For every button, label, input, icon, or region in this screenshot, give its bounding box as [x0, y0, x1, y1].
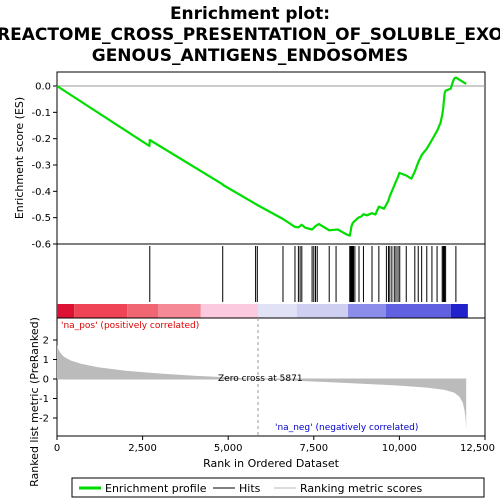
metric-y-ticks: 2 1 0 -1 -2 — [39, 336, 57, 425]
metric-y-tick-label: -2 — [39, 414, 49, 425]
x-tick-label: 12,500 — [460, 443, 495, 454]
metric-y-axis-label: Ranked list metric (PreRanked) — [28, 317, 41, 487]
enrichment-panel: 0.0 -0.1 -0.2 -0.3 -0.4 -0.5 -0.6 Enrichment s… — [13, 76, 485, 251]
x-tick-label: 2,500 — [128, 443, 157, 454]
es-y-tick-label: -0.4 — [31, 187, 51, 198]
metric-y-tick-label: 0 — [43, 375, 49, 386]
metric-x-ticks: 0 2,500 5,000 7,500 10,000 12,500 — [54, 436, 495, 454]
x-tick-label: 10,000 — [382, 443, 417, 454]
metric-y-tick-label: -1 — [39, 394, 49, 405]
es-y-tick-label: 0.0 — [35, 82, 51, 93]
legend-metric-label: Ranking metric scores — [300, 482, 422, 495]
x-tick-label: 7,500 — [299, 443, 328, 454]
ranked-metric-panel: 2 1 0 -1 -2 0 2,500 5,000 7,500 10,000 12,500 'na… — [28, 317, 495, 487]
title-line-1: Enrichment plot: — [170, 4, 330, 24]
metric-y-tick-label: 1 — [43, 355, 49, 366]
es-y-axis-label: Enrichment score (ES) — [13, 97, 26, 219]
chart-title: Enrichment plot: REACTOME_CROSS_PRESENTA… — [0, 4, 500, 66]
es-y-tick-label: -0.6 — [31, 240, 51, 251]
zero-cross-label: Zero cross at 5871 — [218, 374, 303, 384]
es-y-tick-label: -0.3 — [31, 161, 51, 172]
es-y-tick-label: -0.2 — [31, 134, 51, 145]
negative-correlation-label: 'na_neg' (negatively correlated) — [275, 423, 418, 433]
ranking-metric-area — [57, 344, 467, 429]
color-bar-segment — [385, 304, 451, 318]
color-bar-segment — [348, 304, 386, 318]
metric-y-tick-label: 2 — [43, 336, 49, 347]
color-bar-segment — [450, 304, 468, 318]
es-y-tick-label: -0.5 — [31, 213, 51, 224]
hits-panel — [149, 246, 457, 302]
color-bar-segment — [127, 304, 159, 318]
legend-enrichment-label: Enrichment profile — [105, 482, 207, 495]
title-line-3: GENOUS_ANTIGENS_ENDOSOMES — [92, 46, 409, 66]
ranking-color-bar — [57, 304, 468, 318]
legend-hits-label: Hits — [239, 482, 261, 495]
color-bar-segment — [74, 304, 128, 318]
x-axis-label: Rank in Ordered Dataset — [203, 457, 340, 470]
positive-correlation-label: 'na_pos' (positively correlated) — [61, 321, 199, 331]
color-bar-segment — [57, 304, 75, 318]
color-bar-segment — [158, 304, 201, 318]
color-bar-segment — [296, 304, 349, 318]
x-tick-label: 0 — [54, 443, 60, 454]
color-bar-segment — [200, 304, 259, 318]
color-bar-segment — [258, 304, 297, 318]
upper-panel-frame — [56, 71, 486, 319]
es-y-ticks: 0.0 -0.1 -0.2 -0.3 -0.4 -0.5 -0.6 — [31, 82, 57, 251]
enrichment-profile-line — [56, 76, 467, 237]
x-tick-label: 5,000 — [214, 443, 243, 454]
es-y-tick-label: -0.1 — [31, 108, 51, 119]
legend: Enrichment profile Hits Ranking metric s… — [71, 477, 485, 498]
title-line-2: REACTOME_CROSS_PRESENTATION_OF_SOLUBLE_E… — [0, 25, 500, 45]
